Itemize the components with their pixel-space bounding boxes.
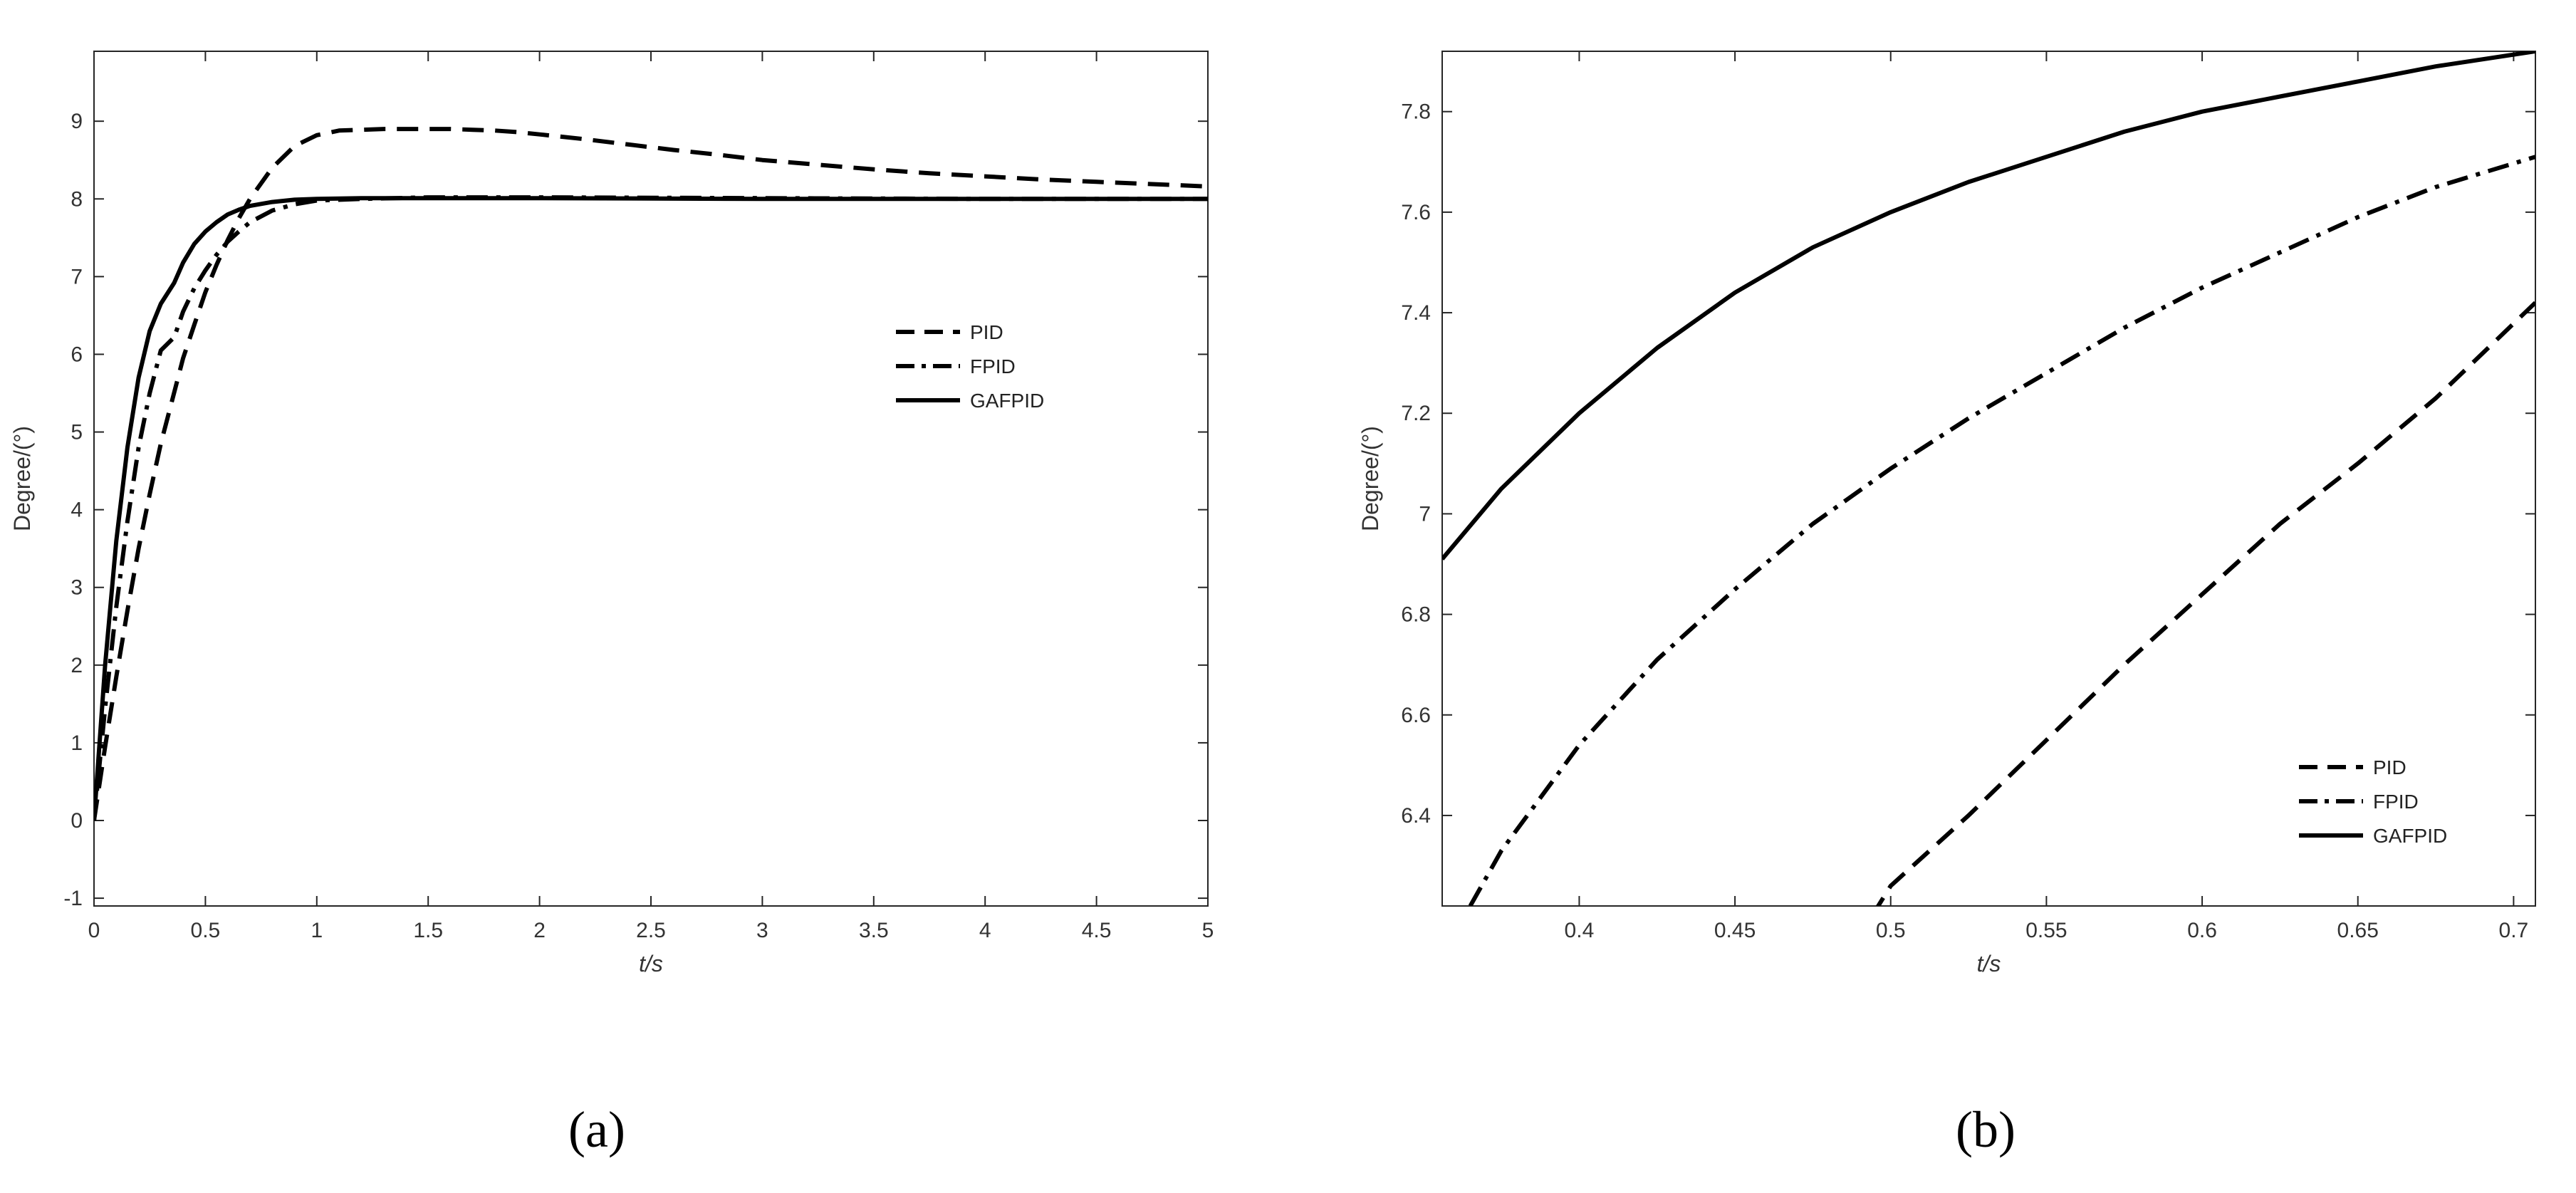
series-line-gafpid bbox=[94, 196, 1208, 821]
x-tick-label: 0.55 bbox=[2025, 919, 2067, 942]
y-tick-label: 6.6 bbox=[1401, 704, 1431, 727]
x-tick-label: 4.5 bbox=[1082, 919, 1112, 942]
series-line-fpid bbox=[1468, 155, 2535, 906]
y-tick-label: 5 bbox=[71, 421, 83, 444]
series-line-pid bbox=[94, 127, 1208, 821]
y-tick-label: 7.8 bbox=[1401, 100, 1431, 124]
x-tick-label: 2 bbox=[533, 919, 546, 942]
x-tick-label: 0.45 bbox=[1714, 919, 1756, 942]
y-tick-label: 3 bbox=[71, 576, 83, 600]
y-tick-label: 6 bbox=[71, 343, 83, 366]
series-line-pid bbox=[1875, 301, 2535, 906]
series-line-gafpid bbox=[1442, 51, 2535, 561]
y-tick-label: -1 bbox=[63, 887, 83, 910]
x-tick-label: 3 bbox=[756, 919, 768, 942]
x-tick-label: 0.7 bbox=[2499, 919, 2529, 942]
panel-label-a: (a) bbox=[568, 1101, 625, 1158]
y-axis-label: Degree/(°) bbox=[1357, 426, 1383, 531]
x-tick-label: 0.65 bbox=[2337, 919, 2379, 942]
x-tick-label: 0.5 bbox=[191, 919, 221, 942]
panel-label-b: (b) bbox=[1956, 1101, 2016, 1158]
x-axis-label: t/s bbox=[639, 951, 663, 976]
legend-label-gafpid: GAFPID bbox=[970, 390, 1044, 412]
chart-panel-a: 0 0.5 1 1.5 2 2.5 3 3.5 4 4.5 5-10123456789t/sDegr… bbox=[9, 51, 1214, 976]
y-tick-label: 7 bbox=[1419, 502, 1431, 526]
legend-label-pid: PID bbox=[970, 321, 1003, 343]
y-tick-label: 7.4 bbox=[1401, 301, 1431, 325]
y-tick-label: 8 bbox=[71, 187, 83, 211]
y-tick-label: 0 bbox=[71, 809, 83, 833]
chart-panel-b: 0.4 0.45 0.5 0.55 0.6 0.65 0.7 6.4 6.6 6.8 7 7.2 7.4… bbox=[1357, 51, 2536, 976]
y-tick-label: 4 bbox=[71, 499, 83, 522]
legend-label-fpid: FPID bbox=[2373, 791, 2419, 813]
x-tick-label: 5 bbox=[1202, 919, 1214, 942]
legend-b: PID FPID GAFPID bbox=[2299, 756, 2447, 847]
legend-label-fpid: FPID bbox=[970, 355, 1016, 377]
x-tick-label: 0.6 bbox=[2187, 919, 2217, 942]
legend-label-gafpid: GAFPID bbox=[2373, 825, 2447, 847]
x-tick-label: 0.4 bbox=[1565, 919, 1595, 942]
x-tick-label: 1.5 bbox=[413, 919, 443, 942]
x-tick-label: 1 bbox=[311, 919, 323, 942]
x-tick-label: 0.5 bbox=[1876, 919, 1906, 942]
y-tick-label: 7 bbox=[71, 265, 83, 288]
y-tick-label: 6.8 bbox=[1401, 603, 1431, 627]
series-line-fpid bbox=[94, 195, 1208, 821]
y-tick-label: 7.2 bbox=[1401, 402, 1431, 425]
y-tick-label: 6.4 bbox=[1401, 804, 1431, 828]
x-tick-label: 3.5 bbox=[859, 919, 889, 942]
x-tick-label: 2.5 bbox=[636, 919, 666, 942]
legend-a: PID FPID GAFPID bbox=[896, 321, 1044, 412]
x-tick-label: 4 bbox=[979, 919, 991, 942]
x-axis-label: t/s bbox=[1977, 951, 2001, 976]
x-tick-label: 0 bbox=[88, 919, 100, 942]
plot-area-b bbox=[1441, 51, 2536, 907]
y-tick-label: 7.6 bbox=[1401, 201, 1431, 224]
legend-label-pid: PID bbox=[2373, 756, 2406, 778]
y-axis-label: Degree/(°) bbox=[9, 426, 35, 531]
y-tick-label: 1 bbox=[71, 731, 83, 755]
y-tick-label: 9 bbox=[71, 110, 83, 133]
plot-area-a bbox=[93, 51, 1209, 907]
y-tick-label: 2 bbox=[71, 654, 83, 677]
